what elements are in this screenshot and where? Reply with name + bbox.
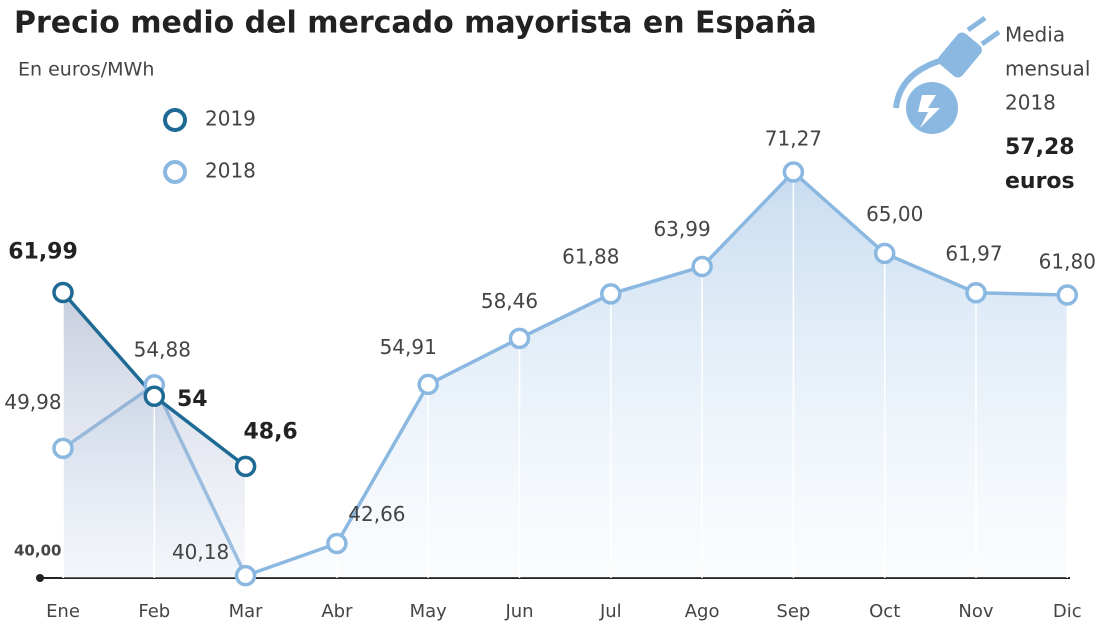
- y-tick-label: 40,00: [14, 542, 61, 560]
- point: [417, 373, 439, 396]
- data-label: 54,88: [134, 337, 191, 361]
- x-tick-label: Mar: [229, 601, 264, 622]
- legend-label: 2019: [205, 107, 256, 131]
- data-label: 40,18: [172, 540, 229, 564]
- x-tick-label: Feb: [138, 601, 170, 622]
- x-tick-label: Oct: [869, 601, 900, 622]
- data-label: 48,6: [243, 419, 297, 444]
- x-tick-label: Ene: [46, 601, 80, 622]
- data-label: 71,27: [765, 127, 822, 151]
- x-tick-label: Abr: [321, 601, 353, 622]
- data-label: 58,46: [481, 289, 538, 313]
- data-label: 63,99: [653, 217, 710, 241]
- point: [326, 532, 348, 555]
- point: [508, 327, 531, 350]
- axis-dot: [36, 574, 44, 582]
- plug-icon: [893, 15, 1001, 134]
- point: [143, 385, 166, 407]
- point: [873, 242, 896, 265]
- annotation: 2018: [1005, 91, 1056, 115]
- point: [234, 564, 257, 587]
- data-label: 61,99: [8, 240, 78, 265]
- chart-subtitle: En euros/MWh: [18, 59, 154, 81]
- data-label: 61,97: [945, 241, 1002, 265]
- point: [691, 255, 713, 278]
- area: [63, 172, 1068, 578]
- data-label: 42,66: [348, 502, 405, 526]
- point: [782, 161, 805, 183]
- data-label: 61,80: [1039, 249, 1096, 273]
- x-tick-label: Nov: [958, 601, 993, 622]
- x-tick-label: May: [410, 601, 448, 622]
- annotation: Media: [1005, 23, 1065, 47]
- point: [52, 437, 74, 460]
- x-tick-label: Jul: [599, 601, 622, 622]
- point: [965, 282, 987, 304]
- annotation-value: euros: [1005, 169, 1075, 194]
- x-tick-label: Sep: [776, 601, 810, 622]
- point: [234, 455, 257, 478]
- x-tick-label: Dic: [1053, 601, 1082, 622]
- data-label: 49,98: [4, 390, 61, 414]
- x-tick-label: Ago: [685, 601, 720, 622]
- annotation: mensual: [1005, 57, 1090, 81]
- legend-marker: [163, 160, 187, 184]
- x-tick-label: Jun: [504, 601, 533, 622]
- legend-marker: [163, 108, 187, 132]
- chart-title: Precio medio del mercado mayorista en Es…: [14, 6, 817, 41]
- data-label: 54: [177, 387, 208, 412]
- legend-label: 2018: [205, 159, 256, 183]
- data-label: 54,91: [380, 335, 437, 359]
- data-label: 61,88: [562, 244, 619, 268]
- annotation-value: 57,28: [1005, 135, 1075, 160]
- data-label: 65,00: [866, 202, 923, 226]
- point: [52, 281, 74, 304]
- point: [600, 283, 622, 305]
- point: [1056, 284, 1079, 306]
